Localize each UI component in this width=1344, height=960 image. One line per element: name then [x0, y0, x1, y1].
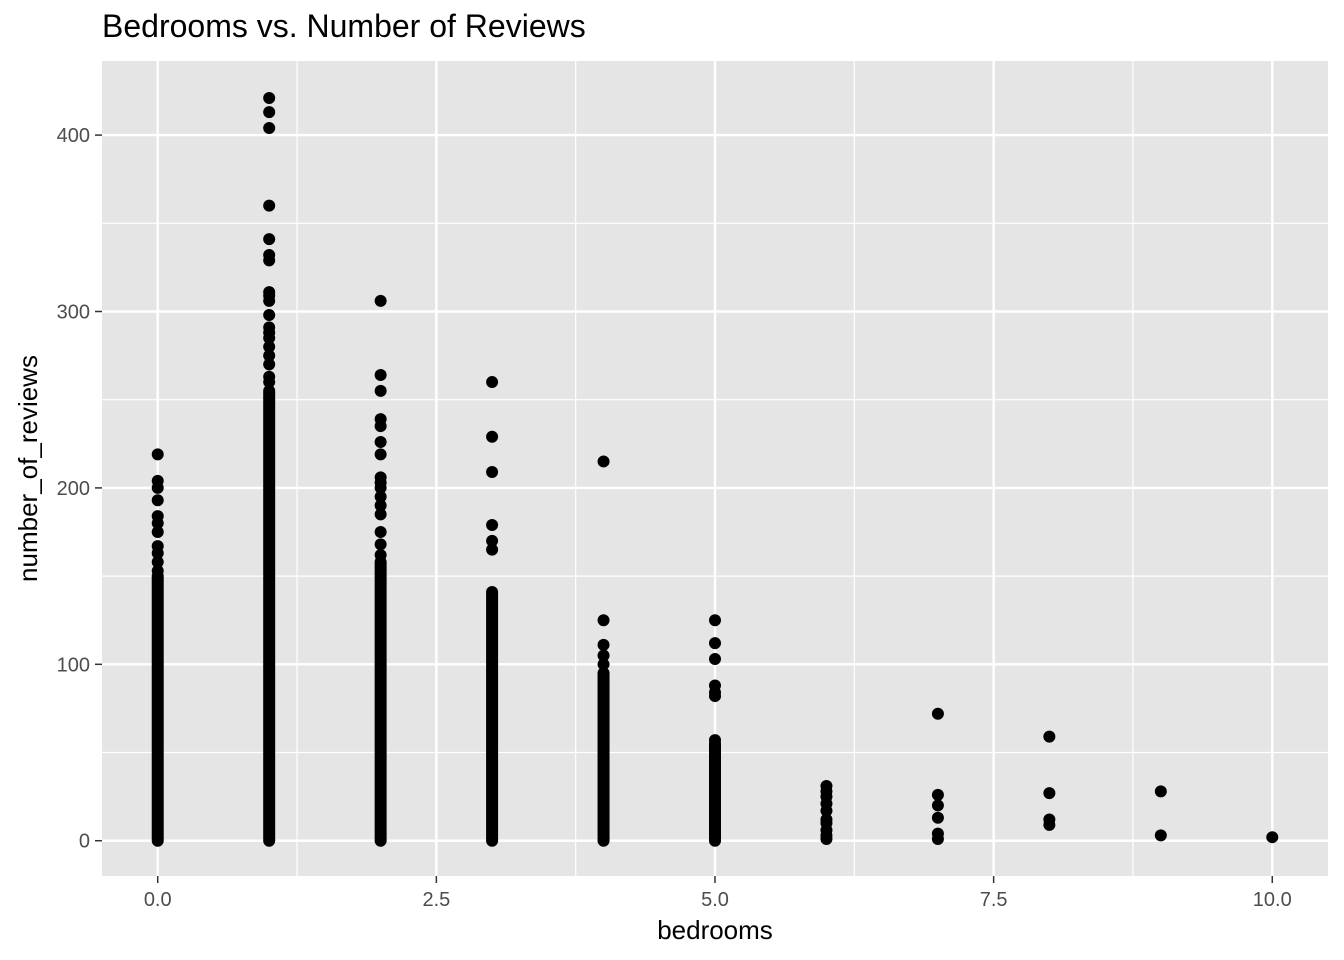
data-point [374, 538, 387, 551]
data-point [263, 286, 276, 299]
data-point [374, 384, 387, 397]
data-point [597, 658, 610, 671]
y-axis-title: number_of_reviews [13, 355, 43, 582]
data-point [151, 448, 164, 461]
data-point [709, 679, 721, 692]
data-point [820, 813, 833, 826]
major-gridlines [102, 61, 1328, 876]
data-point [374, 548, 387, 561]
data-point [263, 92, 276, 105]
data-point [374, 508, 387, 521]
data-point [263, 358, 276, 371]
x-axis-title: bedrooms [657, 915, 773, 945]
data-point [263, 309, 276, 322]
y-tick-label: 0 [79, 831, 90, 853]
data-point [374, 369, 387, 382]
x-tick-label: 5.0 [701, 889, 729, 911]
data-point [374, 471, 387, 484]
data-point [1043, 730, 1056, 743]
data-point [263, 349, 276, 362]
data-point [931, 811, 944, 824]
data-point [374, 436, 387, 449]
data-point [709, 653, 721, 666]
data-point [931, 799, 944, 812]
data-point [931, 707, 944, 720]
data-point [709, 637, 721, 650]
data-point [151, 474, 164, 487]
data-point [263, 370, 276, 383]
data-point [263, 340, 276, 353]
data-point [374, 294, 387, 307]
data-point [263, 122, 276, 135]
data-point [486, 466, 499, 479]
x-axis: 0.0 2.5 5.0 7.5 10.0 [144, 876, 1292, 911]
data-point [709, 734, 721, 747]
x-tick-label: 10.0 [1253, 889, 1292, 911]
data-point [597, 455, 610, 468]
data-point [1154, 785, 1167, 798]
x-tick-label: 0.0 [144, 889, 172, 911]
data-point [597, 649, 610, 662]
y-tick-label: 300 [57, 301, 90, 323]
data-points [151, 92, 1279, 847]
x-tick-label: 7.5 [980, 889, 1008, 911]
data-point [486, 543, 499, 556]
data-point [151, 526, 164, 539]
data-point [374, 499, 387, 512]
data-point [486, 430, 499, 443]
data-point [709, 614, 721, 627]
y-tick-label: 100 [57, 654, 90, 676]
data-point [263, 233, 276, 246]
data-point [263, 199, 276, 212]
x-tick-label: 2.5 [422, 889, 450, 911]
data-point [486, 518, 499, 531]
y-tick-label: 400 [57, 125, 90, 147]
data-point [597, 638, 610, 651]
data-point [151, 564, 164, 577]
data-point [374, 526, 387, 539]
data-point [151, 494, 164, 507]
data-point [597, 614, 610, 627]
data-point [931, 827, 944, 840]
data-point [1266, 831, 1279, 844]
y-tick-label: 200 [57, 478, 90, 500]
data-point [1043, 813, 1056, 826]
data-point [1154, 829, 1167, 842]
data-point [486, 376, 499, 389]
data-point [151, 540, 164, 553]
data-point [263, 106, 276, 119]
data-point [374, 448, 387, 461]
chart-title: Bedrooms vs. Number of Reviews [102, 8, 586, 44]
data-point [374, 490, 387, 503]
y-axis: 0 100 200 300 400 [57, 125, 102, 853]
data-point [931, 788, 944, 801]
data-point [486, 534, 499, 547]
data-point [263, 321, 276, 334]
data-point [151, 510, 164, 523]
data-point [374, 413, 387, 426]
data-point [1043, 787, 1056, 800]
data-point [820, 780, 833, 793]
data-point [263, 249, 276, 262]
data-point [151, 555, 164, 568]
